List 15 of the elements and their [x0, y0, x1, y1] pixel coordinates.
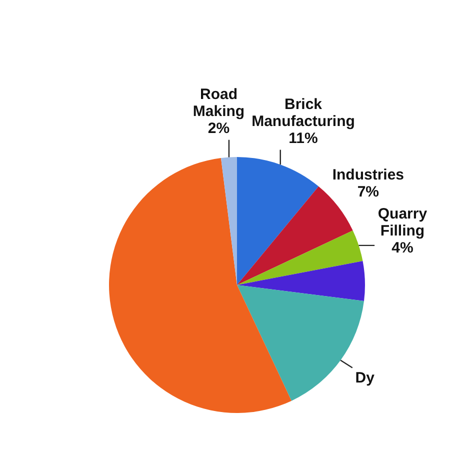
slice-label: Brick Manufacturing	[252, 96, 355, 130]
slice-label: Road Making	[192, 86, 245, 120]
pie-slice	[109, 158, 292, 413]
pie-slice	[237, 261, 365, 302]
data-label: 7%	[357, 183, 380, 200]
pie-slice	[237, 186, 353, 285]
pie-slice	[237, 157, 319, 285]
data-label: 2%	[208, 120, 230, 137]
slice-label: Industries	[332, 166, 404, 184]
slice-label: Quarry Filling	[378, 206, 428, 240]
slice-label: Dy	[355, 369, 376, 386]
data-label: 11%	[288, 130, 318, 147]
pie-slice	[237, 230, 363, 285]
pie-slice	[220, 157, 237, 285]
data-label: 4%	[392, 240, 414, 257]
